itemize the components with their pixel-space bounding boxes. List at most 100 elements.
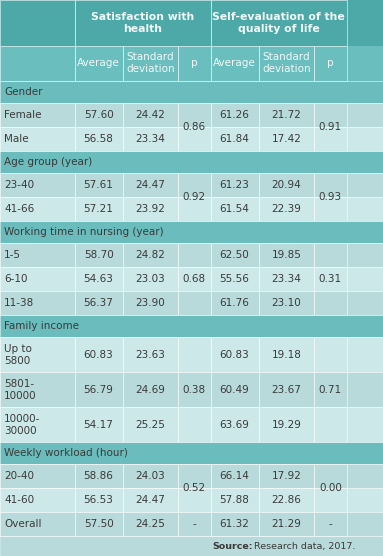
Bar	[178, 464, 211, 488]
Bar	[178, 103, 211, 127]
Bar	[0, 46, 75, 81]
Text: 20-40: 20-40	[4, 471, 34, 481]
Text: Family income: Family income	[4, 321, 79, 331]
Bar	[0, 464, 383, 488]
Text: Gender: Gender	[4, 87, 43, 97]
Text: 0.68: 0.68	[183, 274, 206, 284]
Bar	[75, 488, 123, 512]
Text: 58.70: 58.70	[84, 250, 113, 260]
Text: 23.67: 23.67	[271, 385, 301, 395]
Text: 63.69: 63.69	[219, 420, 250, 430]
Bar	[211, 488, 259, 512]
Bar	[178, 512, 211, 537]
Text: 24.42: 24.42	[135, 110, 165, 120]
Text: 23.92: 23.92	[135, 204, 165, 214]
Bar	[178, 173, 211, 197]
Text: 0.00: 0.00	[319, 483, 342, 493]
Bar	[0, 407, 75, 442]
Text: 11-38: 11-38	[4, 298, 34, 308]
Text: Average: Average	[213, 58, 256, 68]
Bar	[75, 127, 123, 151]
Bar	[259, 512, 314, 537]
Bar	[178, 127, 211, 151]
Text: 56.58: 56.58	[83, 134, 114, 144]
Bar	[314, 197, 347, 221]
Bar	[314, 407, 347, 442]
Bar	[0, 267, 383, 291]
Bar	[75, 267, 123, 291]
Bar	[123, 103, 178, 127]
Text: Source:: Source:	[213, 542, 253, 550]
Text: 66.14: 66.14	[219, 471, 250, 481]
Text: 5801-
10000: 5801- 10000	[4, 379, 37, 401]
Bar	[0, 537, 383, 556]
Bar	[178, 267, 211, 291]
Bar	[0, 337, 383, 372]
Text: 22.86: 22.86	[271, 495, 301, 505]
Bar	[0, 46, 383, 81]
Bar	[0, 243, 383, 267]
Text: 19.29: 19.29	[271, 420, 301, 430]
Bar	[0, 512, 75, 537]
Bar	[75, 0, 211, 46]
Text: 0.52: 0.52	[183, 483, 206, 493]
Bar	[123, 243, 178, 267]
Bar	[75, 512, 123, 537]
Text: p: p	[327, 58, 334, 68]
Text: 54.63: 54.63	[83, 274, 114, 284]
Text: 0.91: 0.91	[319, 122, 342, 132]
Bar	[0, 488, 75, 512]
Text: 10000-
30000: 10000- 30000	[4, 414, 40, 436]
Bar	[0, 103, 383, 127]
Bar	[0, 291, 383, 315]
Bar	[314, 512, 347, 537]
Bar	[314, 267, 347, 291]
Bar	[0, 0, 383, 46]
Bar	[0, 488, 383, 512]
Bar	[211, 127, 259, 151]
Bar	[0, 197, 75, 221]
Bar	[211, 337, 259, 372]
Text: 23.34: 23.34	[271, 274, 301, 284]
Text: 57.60: 57.60	[84, 110, 113, 120]
Text: 6-10: 6-10	[4, 274, 28, 284]
Text: 23.10: 23.10	[272, 298, 301, 308]
Text: 41-66: 41-66	[4, 204, 34, 214]
Bar	[75, 103, 123, 127]
Text: 24.03: 24.03	[136, 471, 165, 481]
Text: 1-5: 1-5	[4, 250, 21, 260]
Bar	[75, 464, 123, 488]
Text: Age group (year): Age group (year)	[4, 157, 92, 167]
Bar	[259, 173, 314, 197]
Bar	[259, 291, 314, 315]
Text: 0.38: 0.38	[183, 385, 206, 395]
Bar	[178, 407, 211, 442]
Bar	[314, 372, 347, 407]
Bar	[0, 243, 75, 267]
Text: 61.84: 61.84	[219, 134, 250, 144]
Bar	[211, 0, 347, 46]
Bar	[314, 127, 347, 151]
Text: 61.23: 61.23	[219, 180, 250, 190]
Text: 22.39: 22.39	[271, 204, 301, 214]
Text: Up to
5800: Up to 5800	[4, 344, 32, 366]
Bar	[0, 173, 75, 197]
Bar	[0, 127, 383, 151]
Text: Working time in nursing (year): Working time in nursing (year)	[4, 227, 164, 237]
Bar	[123, 46, 178, 81]
Bar	[123, 291, 178, 315]
Text: Satisfaction with
health: Satisfaction with health	[91, 12, 194, 34]
Text: 60.49: 60.49	[220, 385, 249, 395]
Text: Overall: Overall	[4, 519, 41, 529]
Text: p: p	[191, 58, 198, 68]
Text: 24.25: 24.25	[135, 519, 165, 529]
Bar	[314, 337, 347, 372]
Text: 56.79: 56.79	[83, 385, 114, 395]
Text: 62.50: 62.50	[220, 250, 249, 260]
Bar	[314, 173, 347, 197]
Text: 24.82: 24.82	[135, 250, 165, 260]
Bar	[211, 407, 259, 442]
Bar	[314, 243, 347, 267]
Bar	[123, 464, 178, 488]
Bar	[0, 372, 75, 407]
